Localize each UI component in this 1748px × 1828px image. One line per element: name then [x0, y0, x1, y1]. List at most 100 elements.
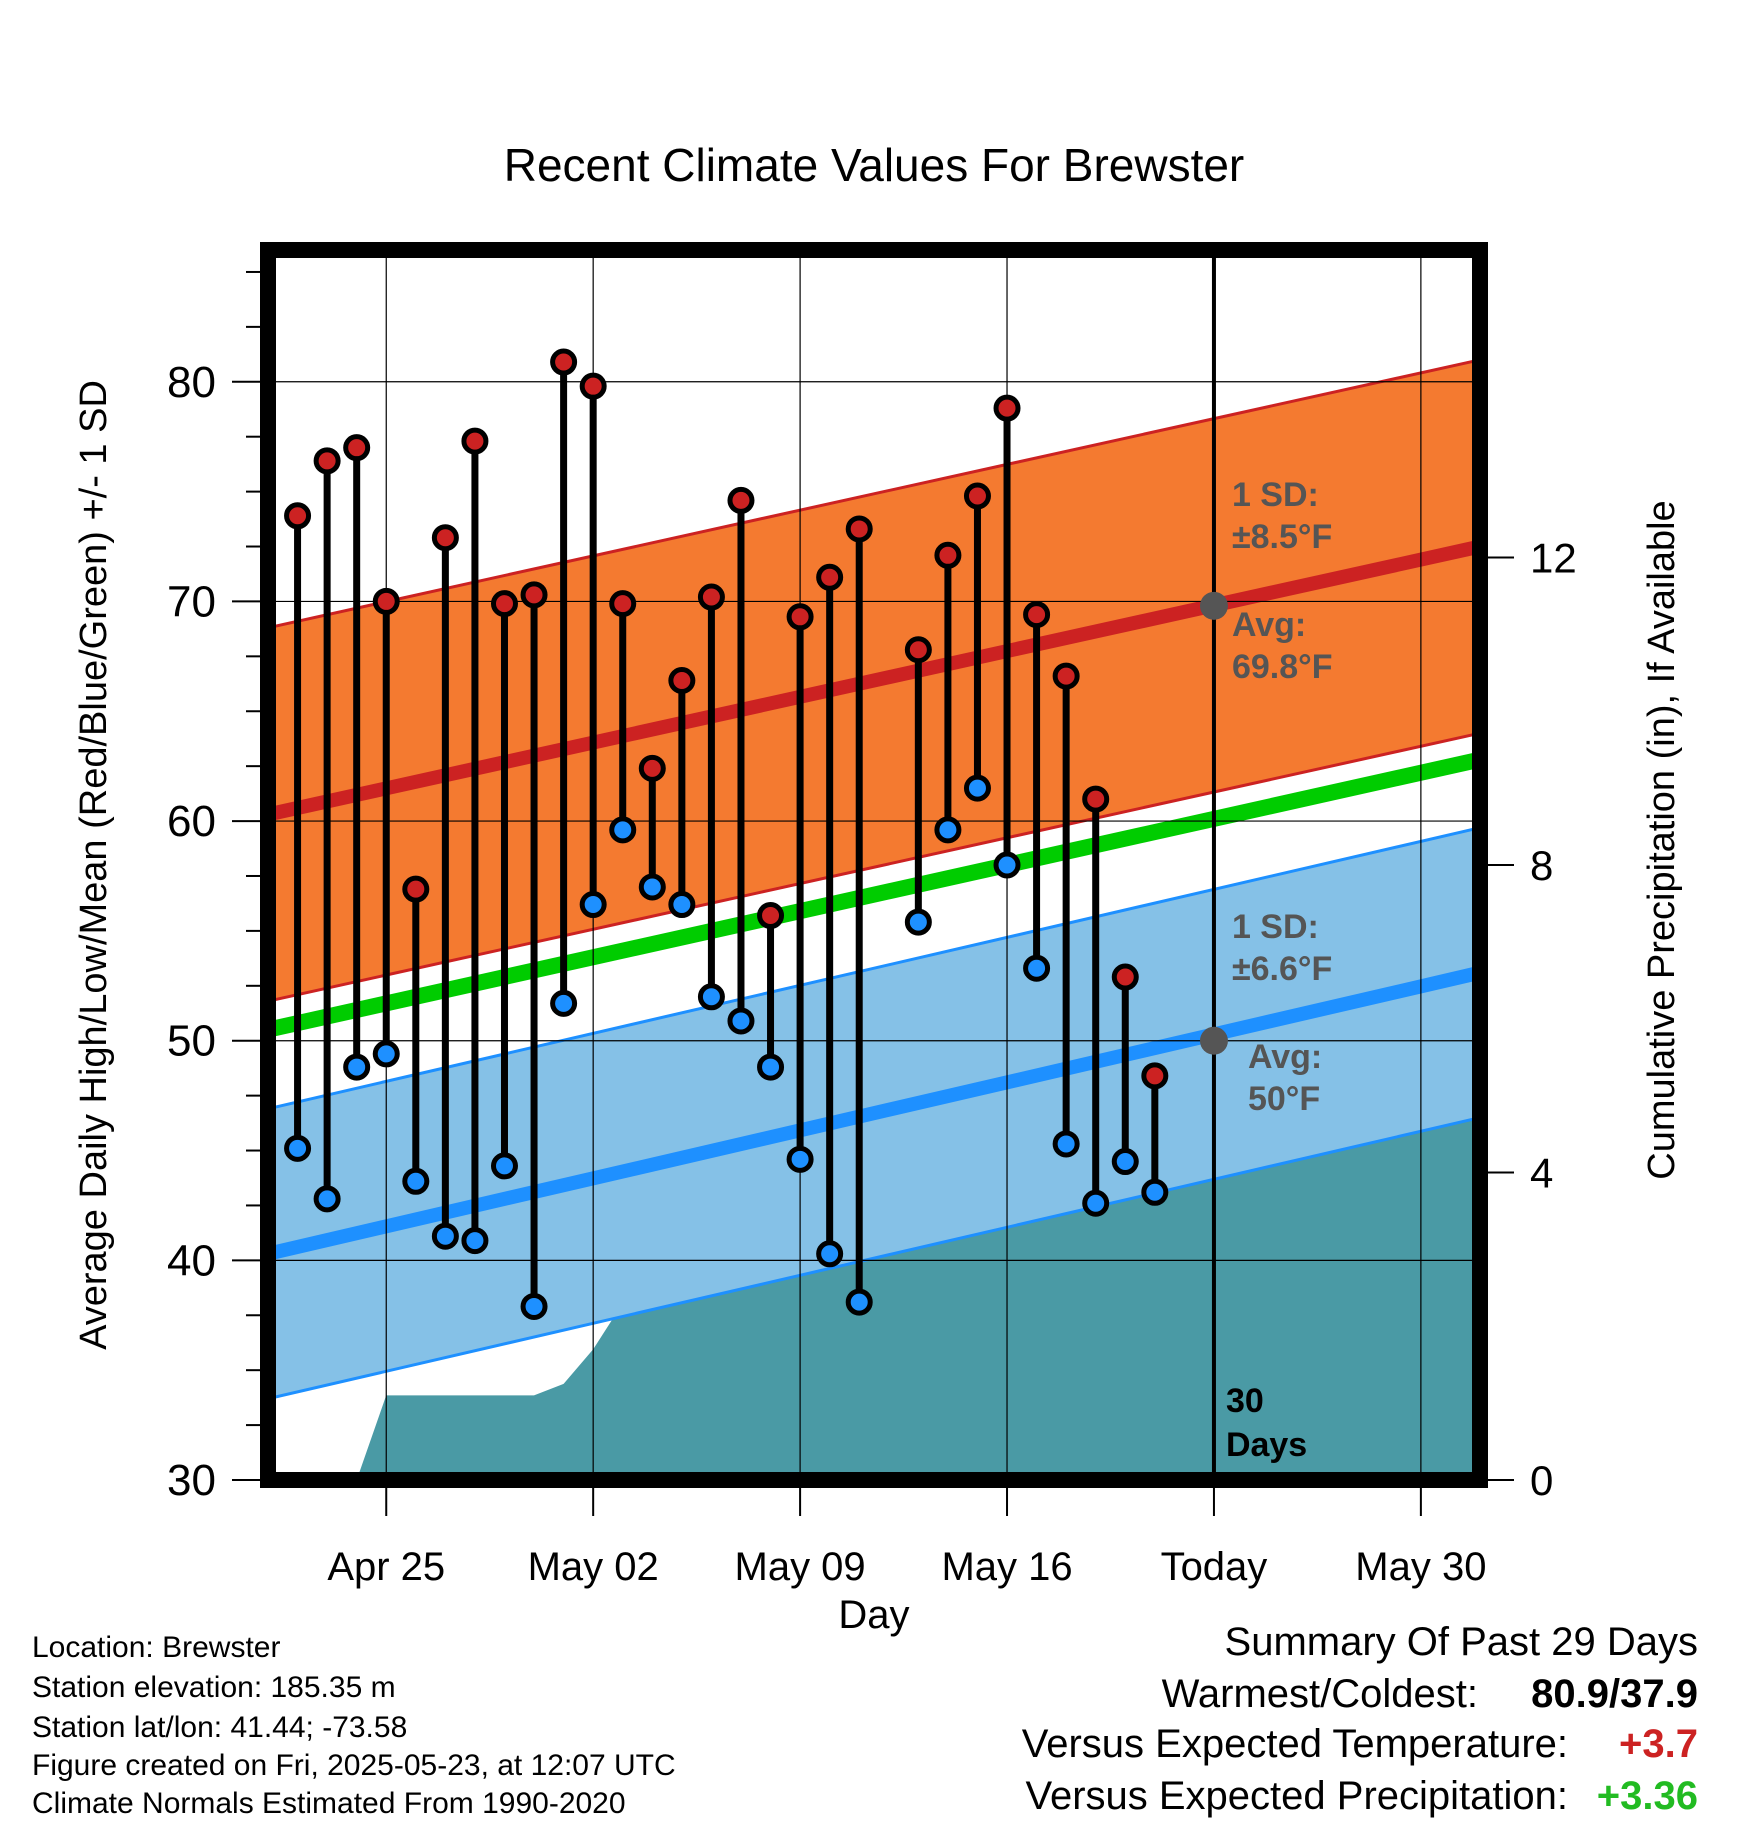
- high-sd-value: ±8.5°F: [1232, 518, 1332, 556]
- info-location: Location: Brewster: [32, 1631, 281, 1664]
- high-point: [579, 372, 607, 400]
- info-latlon: Station lat/lon: 41.44; -73.58: [32, 1711, 408, 1744]
- y-tick-label: 40: [167, 1236, 216, 1285]
- low-point: [372, 1040, 400, 1068]
- y2-tick-label: 4: [1530, 1150, 1553, 1197]
- x-tick-label: May 02: [528, 1545, 659, 1589]
- summary-temp-label: Versus Expected Temperature:: [1021, 1722, 1568, 1766]
- low-point: [757, 1053, 785, 1081]
- high-point: [786, 603, 814, 631]
- high-point: [727, 486, 755, 514]
- annotation-layer: 1 SD: ±8.5°F Avg: 69.8°F 1 SD: ±6.6°F Avg: 50°F…: [1199, 476, 1333, 1464]
- x-axis-label: Day: [838, 1593, 909, 1637]
- today-high-marker: [1199, 591, 1228, 620]
- high-point: [1052, 662, 1080, 690]
- info-elevation: Station elevation: 185.35 m: [32, 1671, 396, 1704]
- low-point: [904, 908, 932, 936]
- high-point: [816, 563, 844, 591]
- low-point: [786, 1145, 814, 1173]
- high-point: [313, 447, 341, 475]
- axes-layer: 30 40 50 60 70 80 0 4 8 12 Apr 25 May 02 May 09 May 1…: [73, 270, 1683, 1637]
- high-point: [402, 875, 430, 903]
- high-sd-band-lower-edge: [267, 731, 1481, 1003]
- summary-warm-cold-label: Warmest/Coldest:: [1161, 1672, 1478, 1716]
- summary-precip-value: +3.36: [1596, 1774, 1698, 1818]
- high-point: [963, 482, 991, 510]
- x-tick-label: Apr 25: [327, 1545, 445, 1589]
- info-created: Figure created on Fri, 2025-05-23, at 12…: [32, 1749, 676, 1782]
- high-point: [845, 515, 873, 543]
- low-sd-band-upper-edge: [267, 826, 1481, 1111]
- y2-axis-label: Cumulative Precipitation (in), If Availa…: [1641, 500, 1683, 1179]
- y-tick-label: 70: [167, 577, 216, 626]
- high-point: [550, 348, 578, 376]
- days-count-label: 30: [1226, 1382, 1264, 1420]
- high-point: [1141, 1062, 1169, 1090]
- low-point: [461, 1227, 489, 1255]
- high-point: [431, 524, 459, 552]
- low-point: [550, 989, 578, 1017]
- summary-precip-label: Versus Expected Precipitation:: [1025, 1774, 1568, 1818]
- daily-range-bars: [284, 348, 1169, 1320]
- mean-normal-line: [266, 751, 1482, 1038]
- high-point: [668, 667, 696, 694]
- today-low-marker: [1199, 1026, 1228, 1055]
- low-point: [609, 816, 637, 844]
- high-point: [461, 427, 489, 455]
- high-point: [1111, 963, 1139, 991]
- high-point: [697, 583, 725, 611]
- low-point: [638, 873, 666, 901]
- high-avg-label: Avg:: [1232, 606, 1306, 644]
- high-sd-label: 1 SD:: [1232, 476, 1319, 514]
- high-point: [1023, 601, 1051, 629]
- high-point: [609, 590, 637, 618]
- low-point: [934, 816, 962, 844]
- high-normal-line: [266, 539, 1482, 822]
- y-axis-label: Average Daily High/Low/Mean (Red/Blue/Gr…: [73, 380, 115, 1350]
- high-point: [934, 541, 962, 569]
- low-avg-label: Avg:: [1248, 1038, 1322, 1076]
- y-tick-label: 80: [167, 358, 216, 407]
- x-tick-label: May 09: [735, 1545, 866, 1589]
- low-point: [963, 774, 991, 802]
- high-point: [343, 434, 371, 462]
- summary-title: Summary Of Past 29 Days: [1224, 1620, 1698, 1664]
- days-word-label: Days: [1226, 1426, 1307, 1464]
- low-point: [727, 1007, 755, 1035]
- low-point: [1052, 1130, 1080, 1158]
- y-tick-label: 50: [167, 1017, 216, 1066]
- low-point: [1111, 1148, 1139, 1176]
- high-point: [993, 394, 1021, 422]
- high-point: [1082, 785, 1110, 813]
- y2-tick-label: 0: [1530, 1457, 1553, 1504]
- x-tick-label: May 30: [1355, 1545, 1486, 1589]
- high-avg-value: 69.8°F: [1232, 648, 1333, 686]
- low-point: [668, 891, 696, 919]
- low-point: [520, 1292, 548, 1320]
- high-point: [284, 502, 312, 530]
- low-point: [1141, 1178, 1169, 1206]
- y-tick-label: 60: [167, 797, 216, 846]
- low-avg-value: 50°F: [1248, 1080, 1320, 1118]
- low-point: [402, 1167, 430, 1195]
- high-point: [904, 636, 932, 664]
- normal-bands-layer: [266, 358, 1482, 1401]
- y-tick-label: 30: [167, 1456, 216, 1505]
- summary-temp-value: +3.7: [1619, 1722, 1698, 1766]
- low-point: [845, 1288, 873, 1316]
- info-normals: Climate Normals Estimated From 1990-2020: [32, 1787, 626, 1820]
- x-tick-label: May 16: [941, 1545, 1072, 1589]
- low-point: [284, 1134, 312, 1162]
- low-point: [343, 1053, 371, 1081]
- low-sd-band-lower-edge: [267, 1116, 1481, 1401]
- low-sd-label: 1 SD:: [1232, 908, 1319, 946]
- high-point: [638, 754, 666, 782]
- low-point: [993, 851, 1021, 879]
- high-point: [520, 581, 548, 609]
- high-point: [490, 590, 518, 618]
- low-point: [1082, 1189, 1110, 1217]
- high-sd-band-upper-edge: [267, 358, 1481, 630]
- low-point: [816, 1240, 844, 1268]
- low-point: [579, 891, 607, 919]
